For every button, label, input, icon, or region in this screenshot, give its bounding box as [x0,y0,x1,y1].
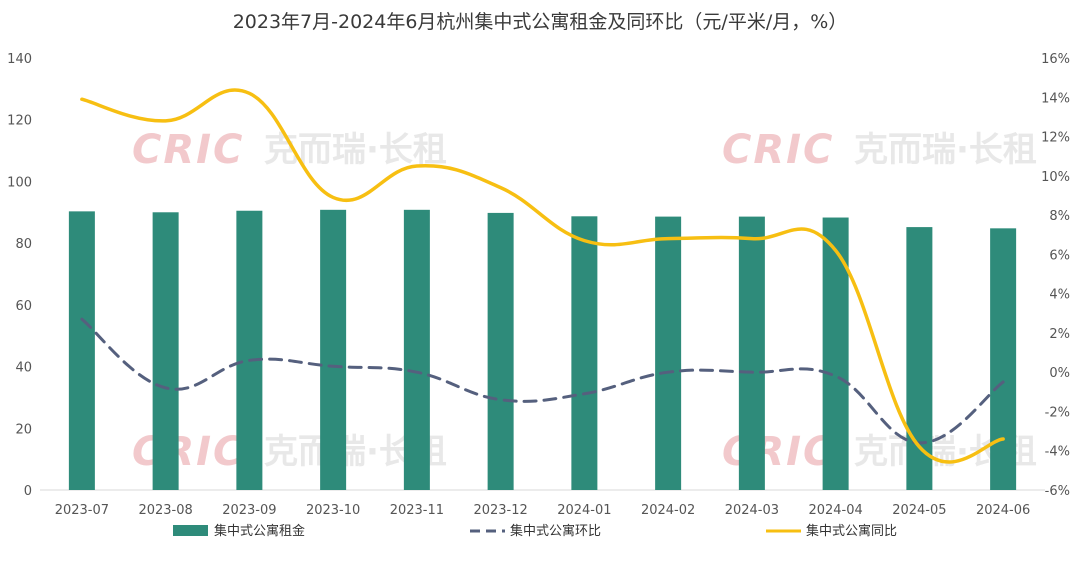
left-tick-label: 20 [15,422,32,437]
x-tick-label: 2023-11 [390,503,444,518]
bar [403,209,430,490]
bar [236,210,263,490]
bar [152,212,179,491]
x-tick-label: 2023-07 [55,503,109,518]
legend-swatch-rent [173,525,208,536]
watermark-logo: CRIC [722,127,834,173]
x-tick-label: 2024-04 [808,503,862,518]
bar [487,212,514,490]
legend-label-rent: 集中式公寓租金 [214,523,305,539]
bar [990,228,1017,490]
bar [738,216,765,490]
x-tick-label: 2024-05 [892,503,946,518]
right-tick-label: -2% [1045,405,1070,420]
watermark-logo: CRIC [132,429,244,475]
left-tick-label: 0 [24,484,32,499]
bar [68,211,95,491]
right-axis: -6% -4% -2% 0% 2% 4% 6% 8% 10% 12% 14% 16% [1041,52,1070,499]
right-tick-label: 12% [1041,131,1070,146]
watermark-logo: CRIC [722,429,834,475]
right-tick-label: -6% [1045,484,1070,499]
bar [822,217,849,490]
bar [906,227,933,490]
left-axis: 0 20 40 60 80 100 120 140 [7,52,32,499]
x-tick-label: 2023-08 [138,503,192,518]
brand-logo-icon [8,529,32,553]
watermark-text: 克而瑞·长租 [854,130,1037,170]
chart-title: 2023年7月-2024年6月杭州集中式公寓租金及同环比（元/平米/月，%） [233,11,848,33]
left-tick-label: 40 [15,361,32,376]
x-tick-label: 2024-01 [557,503,611,518]
watermark-logo: CRIC [132,127,244,173]
right-tick-label: 4% [1049,288,1070,303]
legend: 集中式公寓租金 集中式公寓环比 集中式公寓同比 [173,523,897,539]
bar-series [68,209,1017,491]
left-tick-label: 140 [7,52,32,67]
legend-label-yoy: 集中式公寓同比 [806,523,897,539]
x-tick-label: 2024-03 [725,503,779,518]
right-tick-label: 8% [1049,209,1070,224]
left-tick-label: 60 [15,299,32,314]
left-tick-label: 100 [7,175,32,190]
x-tick-label: 2023-09 [222,503,276,518]
right-tick-label: 0% [1049,366,1070,381]
brand-logo-icon [28,532,46,550]
right-tick-label: 6% [1049,248,1070,263]
legend-label-mom: 集中式公寓环比 [510,523,601,539]
x-tick-label: 2024-02 [641,503,695,518]
x-tick-label: 2023-10 [306,503,360,518]
left-tick-label: 80 [15,237,32,252]
right-tick-label: 10% [1041,170,1070,185]
left-tick-label: 120 [7,114,32,129]
bar [320,209,347,490]
footer-brand-text: 大数跨境 [52,530,128,553]
right-tick-label: 14% [1041,91,1070,106]
bar [655,216,682,490]
mom-line [80,317,1005,445]
x-tick-label: 2024-06 [976,503,1030,518]
watermark-text: 克而瑞·长租 [264,130,447,170]
right-tick-label: -4% [1045,445,1070,460]
right-tick-label: 2% [1049,327,1070,342]
right-tick-label: 16% [1041,52,1070,67]
bar [571,216,598,490]
yoy-line [80,88,1005,464]
x-tick-label: 2023-12 [473,503,527,518]
x-axis: 2023-07 2023-08 2023-09 2023-10 2023-11 2023-… [55,503,1031,518]
footer-brand: 大数跨境 [8,529,128,553]
line-series [80,88,1005,464]
